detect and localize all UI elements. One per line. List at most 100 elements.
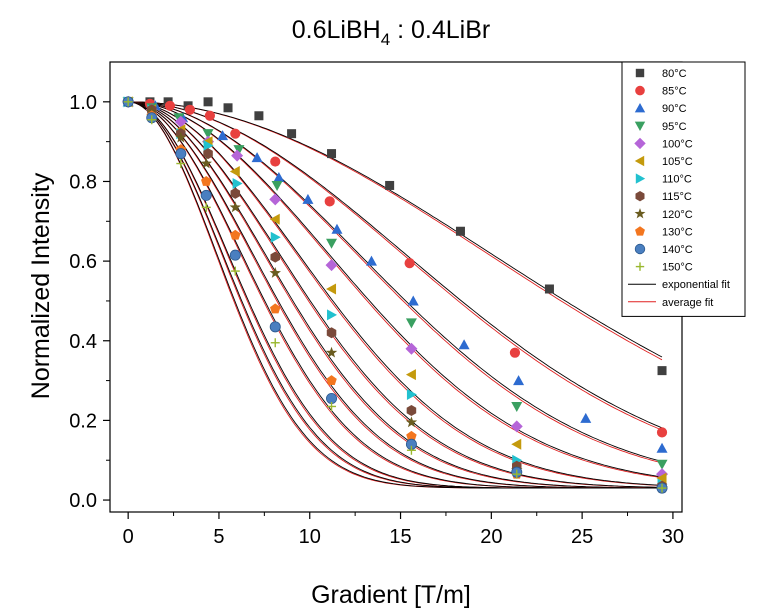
data-point bbox=[509, 347, 521, 358]
y-tick-label: 0.6 bbox=[69, 251, 97, 273]
x-tick-label: 5 bbox=[213, 526, 224, 548]
legend-item: 110°C bbox=[635, 173, 692, 186]
legend-marker bbox=[635, 226, 645, 236]
data-point bbox=[656, 427, 668, 438]
data-point bbox=[203, 140, 214, 152]
legend-item: average fit bbox=[628, 297, 713, 309]
data-point bbox=[231, 149, 244, 162]
legend-marker bbox=[635, 68, 645, 78]
data-point bbox=[269, 267, 281, 278]
x-tick-label: 25 bbox=[571, 526, 593, 548]
legend-item: 140°C bbox=[634, 243, 693, 256]
average-fit-line bbox=[128, 101, 662, 488]
data-point bbox=[204, 110, 215, 121]
data-point bbox=[326, 327, 337, 339]
y-tick-label: 1.0 bbox=[69, 92, 97, 114]
data-point bbox=[254, 111, 264, 121]
data-point bbox=[327, 401, 337, 411]
data-point bbox=[656, 459, 668, 470]
data-point bbox=[331, 223, 343, 234]
data-point bbox=[365, 255, 377, 266]
data-point bbox=[405, 318, 417, 329]
data-point bbox=[656, 442, 668, 453]
legend-marker bbox=[635, 85, 645, 96]
data-point bbox=[269, 193, 282, 206]
data-point bbox=[184, 104, 195, 115]
data-point bbox=[657, 483, 667, 493]
legend-label: 100°C bbox=[662, 138, 693, 150]
exponential-fit-line bbox=[128, 101, 663, 429]
data-point bbox=[202, 129, 214, 140]
legend-label: 130°C bbox=[662, 226, 693, 238]
data-point bbox=[233, 145, 245, 156]
x-tick-label: 0 bbox=[123, 526, 134, 548]
legend-label: 95°C bbox=[662, 121, 687, 133]
fit-curves bbox=[128, 101, 663, 489]
data-point bbox=[229, 166, 240, 178]
data-point bbox=[230, 266, 240, 276]
legend-label: 140°C bbox=[662, 244, 693, 256]
y-tick-label: 0.0 bbox=[69, 490, 97, 512]
data-point bbox=[407, 295, 419, 306]
data-point bbox=[270, 156, 281, 167]
data-point bbox=[269, 213, 280, 225]
data-point bbox=[201, 202, 211, 212]
exponential-fit-line bbox=[128, 101, 663, 358]
y-axis-title: Normalized Intensity bbox=[27, 172, 55, 399]
legend-item: exponential fit bbox=[628, 279, 730, 291]
data-point bbox=[405, 369, 416, 381]
data-point bbox=[270, 251, 281, 263]
data-point bbox=[405, 416, 418, 428]
y-tick-label: 0.2 bbox=[69, 410, 97, 432]
data-point bbox=[175, 148, 187, 160]
data-point bbox=[287, 129, 297, 139]
legend-marker bbox=[635, 173, 646, 184]
data-points bbox=[122, 95, 669, 494]
data-point bbox=[512, 469, 522, 479]
legend-item: 115°C bbox=[635, 191, 692, 203]
data-point bbox=[406, 389, 417, 401]
legend-label: 80°C bbox=[662, 68, 687, 80]
data-point bbox=[230, 128, 241, 139]
data-point bbox=[223, 103, 233, 113]
data-point bbox=[405, 342, 418, 355]
data-point bbox=[385, 180, 395, 190]
chart-title-rest: : 0.4LiBr bbox=[390, 16, 490, 44]
data-point bbox=[325, 346, 338, 358]
data-point bbox=[326, 375, 337, 386]
data-point bbox=[203, 148, 213, 160]
data-point bbox=[229, 201, 242, 213]
data-point bbox=[458, 339, 470, 350]
legend-marker bbox=[635, 262, 645, 271]
x-axis-title: Gradient [T/m] bbox=[311, 581, 471, 609]
data-point bbox=[326, 238, 338, 249]
data-point bbox=[201, 175, 212, 186]
data-point bbox=[200, 189, 212, 201]
y-tick-label: 0.8 bbox=[69, 171, 97, 193]
legend-item: 85°C bbox=[635, 85, 687, 98]
legend-item: 100°C bbox=[634, 137, 693, 150]
data-point bbox=[175, 131, 187, 143]
data-point bbox=[544, 284, 554, 294]
data-point bbox=[229, 249, 241, 261]
data-point bbox=[270, 231, 281, 243]
legend-marker bbox=[634, 103, 646, 113]
series-150C bbox=[123, 97, 667, 493]
data-point bbox=[176, 159, 186, 169]
data-point bbox=[174, 115, 187, 128]
data-point bbox=[324, 196, 335, 207]
data-point bbox=[580, 412, 592, 423]
legend-label: 110°C bbox=[662, 174, 692, 186]
x-tick-label: 10 bbox=[299, 526, 321, 548]
data-point bbox=[455, 226, 465, 236]
legend-box bbox=[621, 61, 746, 317]
chart-title-subscript: 4 bbox=[381, 30, 390, 49]
data-point bbox=[273, 171, 285, 182]
exponential-fit-line bbox=[128, 101, 663, 478]
exponential-fit-line bbox=[128, 101, 662, 489]
legend-item: 80°C bbox=[635, 68, 687, 80]
legend-label: 120°C bbox=[662, 209, 693, 221]
x-tick-label: 15 bbox=[389, 526, 411, 548]
data-point bbox=[269, 321, 281, 333]
data-point bbox=[230, 229, 241, 240]
